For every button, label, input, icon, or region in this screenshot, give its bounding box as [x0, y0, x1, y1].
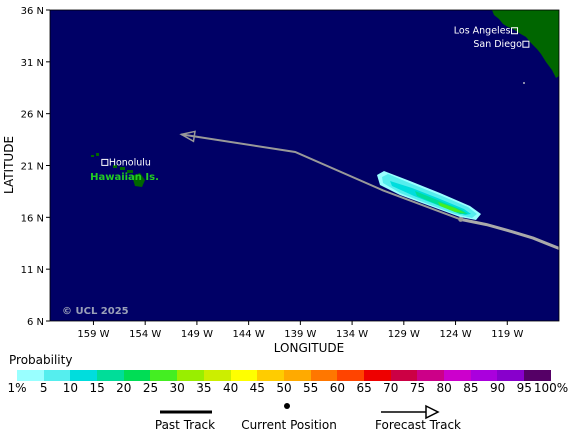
legend-bin-label: 55 [303, 381, 319, 395]
legend-swatch [524, 370, 551, 381]
legend-swatch [230, 370, 258, 381]
legend-swatch [390, 370, 418, 381]
legend-bin-label: 30 [169, 381, 185, 395]
lon-tick-label: 144 W [233, 329, 265, 340]
legend-bin-label: 80 [436, 381, 452, 395]
legend-bin-label: 25 [142, 381, 159, 395]
legend-bin-label: 5 [39, 381, 48, 395]
legend-swatch [337, 370, 364, 381]
legend-swatch [123, 370, 151, 381]
credit-label: © UCL 2025 [62, 306, 129, 317]
legend-bin-label: 40 [222, 381, 239, 395]
x-axis-title: LONGITUDE [274, 341, 344, 355]
legend-bin-label: 35 [196, 381, 212, 395]
legend-swatch [444, 370, 471, 381]
lon-tick-label: 124 W [439, 329, 471, 340]
legend-swatch [310, 370, 338, 381]
legend-bin-label: 85 [463, 381, 479, 395]
legend-bin-label: 15 [89, 381, 105, 395]
forecast-track-legend-label: Forecast Track [375, 418, 461, 432]
track-legend: Past Track Current Position Forecast Tra… [0, 400, 580, 440]
legend-swatch [203, 370, 231, 381]
legend-bin-label: 70 [383, 381, 399, 395]
lat-tick-label: 21 N [21, 162, 44, 173]
lon-tick-label: 139 W [284, 329, 316, 340]
honolulu-label: Honolulu [109, 157, 151, 168]
lat-tick-label: 11 N [21, 265, 44, 276]
ocean-background [50, 10, 559, 321]
legend-swatch [177, 370, 204, 381]
legend-bin-label: 1% [7, 381, 27, 395]
probability-legend-labels: 1% 5 10 15 20 25 30 35 40 45 50 55 60 65 70 75 80 85 90 95 1… [0, 381, 580, 395]
lat-tick-label: 16 N [21, 213, 44, 224]
legend-swatch [283, 370, 311, 381]
lat-tick-label: 31 N [21, 58, 44, 69]
legend-swatch [97, 370, 124, 381]
legend-bin-label: 45 [249, 381, 265, 395]
hawaiian-islands-land [91, 153, 145, 187]
legend-bin-label: 20 [116, 381, 132, 395]
legend-bin-label: 10 [62, 381, 79, 395]
legend-bin-label: 50 [276, 381, 292, 395]
forecast-track-arrowhead [179, 130, 196, 143]
honolulu-marker [101, 158, 109, 166]
legend-bin-label: 100% [533, 381, 569, 395]
legend-swatch [150, 370, 178, 381]
lon-tick-label: 134 W [336, 329, 368, 340]
legend-bin-label: 75 [409, 381, 426, 395]
lon-tick-label: 154 W [129, 329, 161, 340]
san-diego-label: San Diego [473, 39, 522, 50]
legend-swatch [470, 370, 498, 381]
legend-swatch [497, 370, 525, 381]
forecast-track-legend-arrow [425, 404, 440, 420]
legend-swatch [70, 370, 98, 381]
current-position-marker [458, 216, 464, 222]
lon-tick-label: 119 W [491, 329, 523, 340]
los-angeles-label: Los Angeles [454, 26, 511, 37]
probability-legend-title: Probability [9, 353, 73, 367]
probability-color-bar [17, 370, 551, 381]
legend-swatch [257, 370, 284, 381]
california-coast-land [492, 10, 559, 78]
lat-tick-label: 36 N [21, 6, 44, 17]
legend-swatch [417, 370, 444, 381]
lat-tick-label: 26 N [21, 110, 44, 121]
legend-bin-label: 90 [489, 381, 506, 395]
hawaiian-islands-label: Hawaiian Is. [90, 172, 159, 183]
forecast-track-line [181, 133, 462, 221]
lon-tick-label: 159 W [77, 329, 109, 340]
strike-probability-swath [377, 171, 481, 220]
lon-tick-label: 149 W [181, 329, 213, 340]
san-diego-marker [522, 40, 530, 48]
current-position-legend-dot [284, 403, 290, 409]
lon-tick-label: 129 W [388, 329, 420, 340]
y-axis-title: LATITUDE [2, 136, 16, 194]
legend-swatch [363, 370, 391, 381]
legend-swatch [17, 370, 44, 381]
past-track-legend-label: Past Track [154, 418, 216, 432]
los-angeles-marker [511, 27, 519, 35]
legend-swatch [43, 370, 71, 381]
island-speck [523, 82, 525, 84]
lat-tick-label: 6 N [27, 317, 44, 328]
legend-bin-label: 60 [329, 381, 346, 395]
legend-bin-label: 95 [516, 381, 532, 395]
legend-bin-label: 65 [356, 381, 372, 395]
past-track-line [460, 217, 559, 251]
current-position-legend-label: Current Position [241, 418, 337, 432]
